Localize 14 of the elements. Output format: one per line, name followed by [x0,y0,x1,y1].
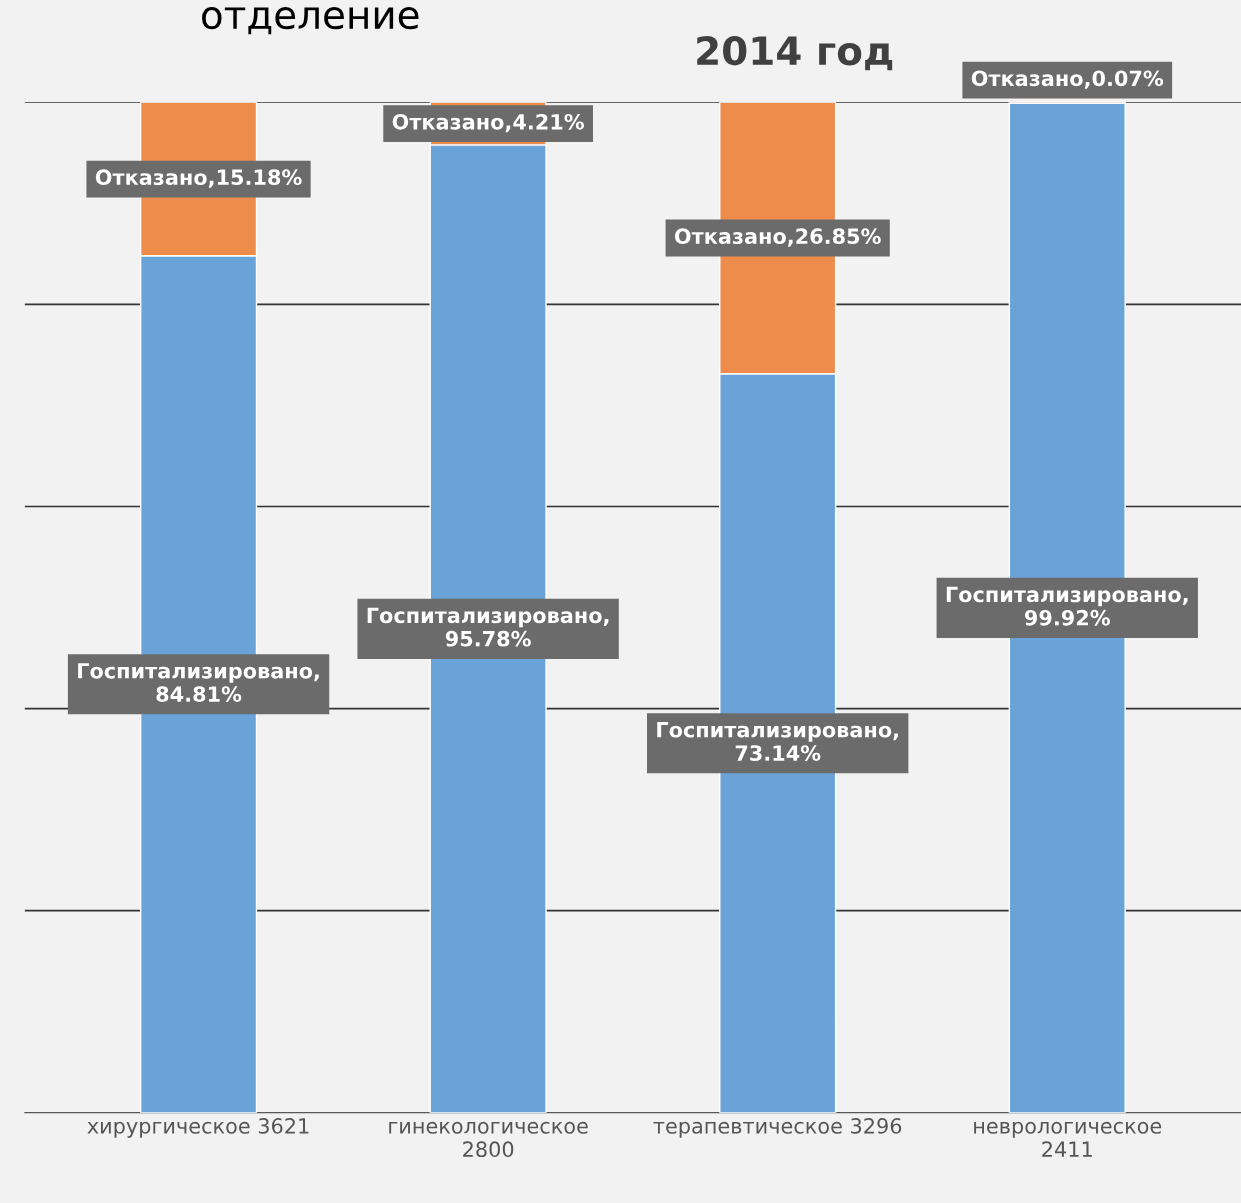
text: отделение [202,7,419,35]
x-tick-label: хирургическое 3621 [87,1118,309,1138]
chart-title: 2014 год [697,36,893,71]
data-label: Отказано,26.85% [674,228,881,247]
data-label: Отказано,0.07% [971,70,1164,89]
data-label: Отказано,4.21% [392,113,584,133]
x-tick-label: терапевтическое 3296 [653,1118,902,1138]
data-label: Госпитализировано,73.14% [657,722,898,761]
x-tick-label: гинекологическое 2800 [389,1121,588,1158]
x-tick-label: неврологическое 2411 [974,1121,1162,1157]
data-label: Госпитализировано,84.81% [78,663,319,702]
data-label: Госпитализировано,99.92% [946,586,1188,626]
data-label: Госпитализировано,95.78% [367,607,609,647]
data-label: Отказано,15.18% [95,169,302,188]
